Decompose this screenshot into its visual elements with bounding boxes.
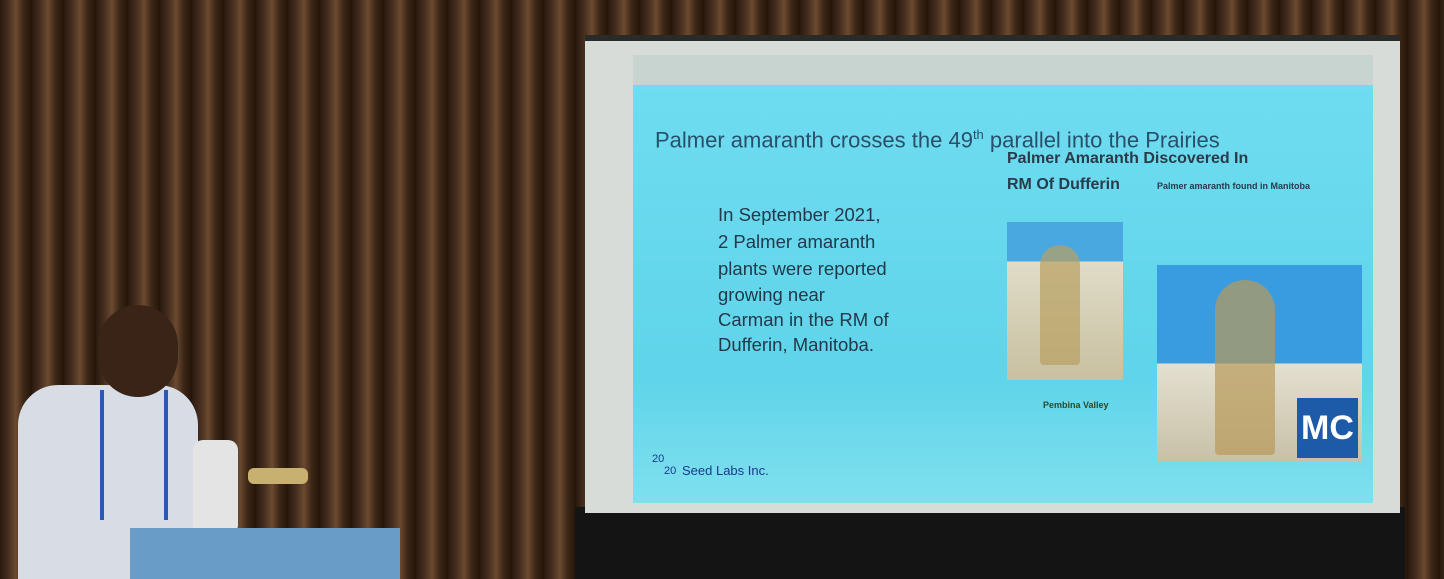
article-headline: RM Of Dufferin <box>1007 176 1120 194</box>
lanyard <box>100 390 168 520</box>
plant <box>1215 280 1275 455</box>
logo-number: 20 <box>652 453 664 465</box>
speaker-head <box>98 305 178 397</box>
article-headline: Palmer Amaranth Discovered In <box>1007 150 1248 168</box>
logo-number: 20 <box>664 465 676 477</box>
article-subhead: Palmer amaranth found in Manitoba <box>1157 181 1310 191</box>
conference-device <box>193 440 238 535</box>
body-line: plants were reported <box>718 258 887 280</box>
logo-name: Seed Labs Inc. <box>682 463 769 478</box>
body-line: 2 Palmer amaranth <box>718 231 875 253</box>
title-superscript: th <box>973 127 984 142</box>
title-text: parallel into the Prairies <box>984 127 1220 152</box>
body-line: In September 2021, <box>718 204 881 226</box>
body-line: Carman in the RM of <box>718 309 889 331</box>
mc-badge: MC <box>1297 398 1358 458</box>
podium-lamp <box>248 468 308 484</box>
podium <box>130 528 400 579</box>
source-logo: Pembina Valley <box>1043 400 1109 410</box>
title-text: Palmer amaranth crosses the 49 <box>655 127 973 152</box>
body-line: growing near <box>718 284 825 306</box>
body-line: Dufferin, Manitoba. <box>718 334 874 356</box>
plant <box>1040 245 1080 365</box>
stage <box>575 507 1405 579</box>
meeting-toolbar <box>633 55 1373 85</box>
scene: Palmer amaranth crosses the 49th paralle… <box>0 0 1444 579</box>
